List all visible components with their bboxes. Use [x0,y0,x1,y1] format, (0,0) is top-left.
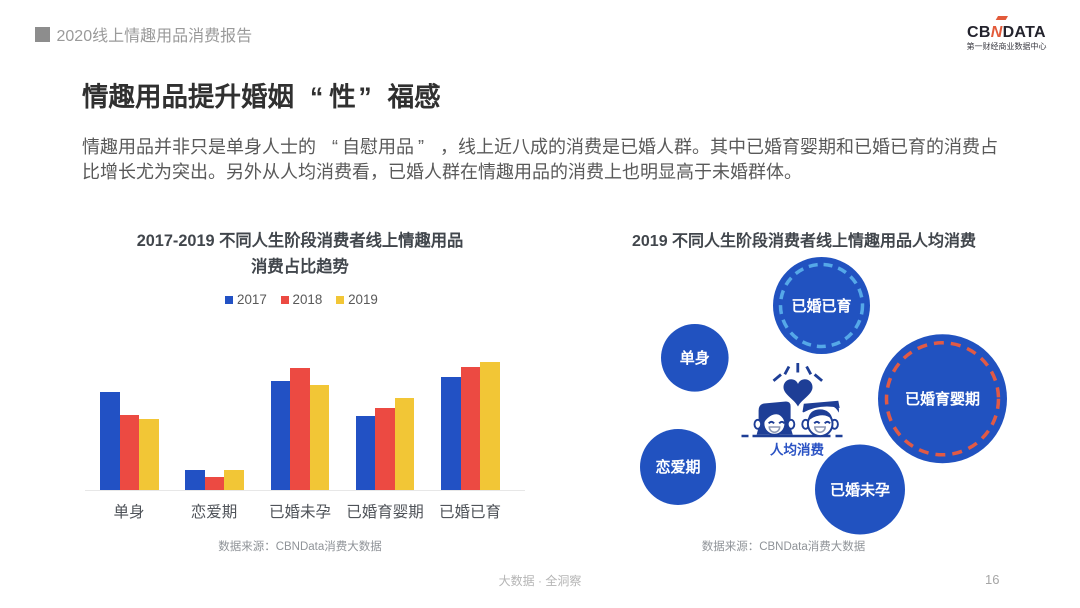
svg-text:恋爱期: 恋爱期 [655,458,700,476]
svg-text:已婚未孕: 已婚未孕 [830,481,890,499]
svg-text:已婚育婴期: 已婚育婴期 [905,390,980,408]
svg-text:单身: 单身 [680,349,710,367]
svg-text:人均消费: 人均消费 [770,442,824,458]
svg-text:已婚已育: 已婚已育 [791,297,851,315]
